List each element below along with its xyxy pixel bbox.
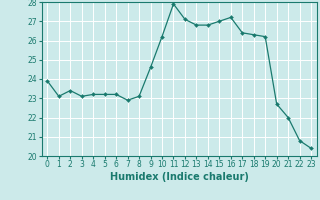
X-axis label: Humidex (Indice chaleur): Humidex (Indice chaleur): [110, 172, 249, 182]
